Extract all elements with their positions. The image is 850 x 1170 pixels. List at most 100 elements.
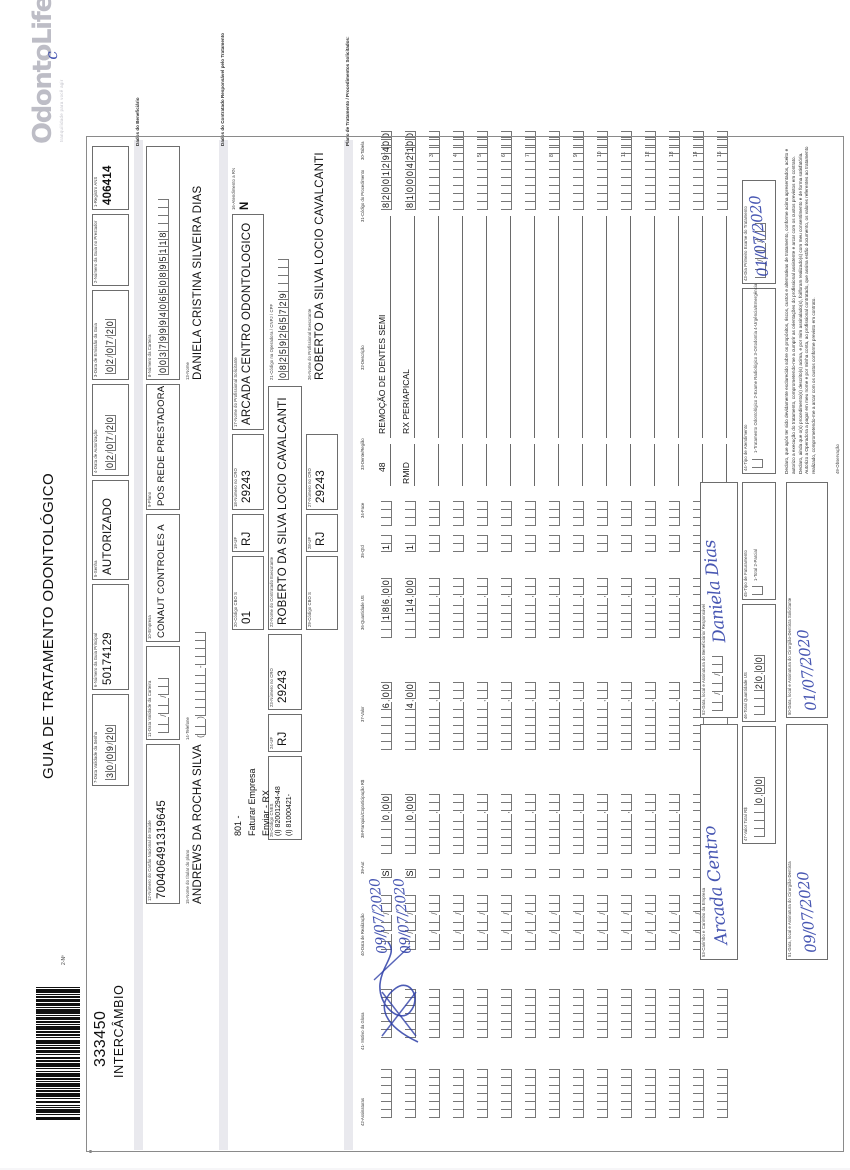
field-telefone-value: ( ) - bbox=[195, 384, 207, 738]
page-mark: 2-Nº bbox=[61, 955, 67, 965]
cell-data-realizacao: // bbox=[573, 895, 585, 950]
scan-dot-artifact bbox=[89, 1150, 92, 1153]
cell-data-realizacao: // bbox=[549, 895, 561, 950]
field-plano: 9-Plano POS REDE PRESTADORA bbox=[146, 384, 180, 510]
cell-dente-line bbox=[390, 444, 391, 486]
field-cbo-solicitante-value: 01 bbox=[241, 610, 254, 624]
field-numero-guia-prestador: 2-Número da Guia no Prestador bbox=[92, 214, 129, 286]
cell-assinatura bbox=[501, 1069, 513, 1118]
field-primeiro-exame-handwritten: 01/07/2020 bbox=[745, 194, 773, 278]
cell-assinatura bbox=[621, 1069, 633, 1118]
field-cro-executante-22: 23-Número no CRO 29243 bbox=[268, 634, 302, 710]
field-data-autorizacao-label: 4-Data de Autorização bbox=[93, 429, 98, 473]
cell-qtd bbox=[573, 535, 585, 552]
cell-valor: , bbox=[573, 682, 585, 750]
cell-dente: 48 bbox=[377, 462, 387, 472]
field-registro-ans: 1-Registro ANS 406414 bbox=[92, 146, 129, 210]
cell-franquia: , bbox=[573, 794, 585, 854]
cell-dente-line bbox=[534, 444, 535, 486]
cell-assinatura bbox=[381, 1069, 393, 1118]
cell-franquia: , bbox=[477, 794, 489, 854]
table-row: 9,,, / / bbox=[564, 131, 587, 1150]
field-guia-principal: 6-Número da Guia Principal 50174129 bbox=[92, 584, 129, 690]
cell-descricao-line bbox=[678, 216, 679, 438]
cell-descricao-line bbox=[510, 216, 511, 438]
col-header-valor: 37-Valor bbox=[360, 706, 365, 722]
intercambio-label: INTERCÂMBIO bbox=[112, 984, 126, 1078]
cell-codigo bbox=[477, 137, 489, 210]
field-nome-beneficiario-label: 13-Nome bbox=[185, 362, 190, 380]
field-cro-executante-22-value: 29243 bbox=[277, 670, 290, 703]
field-validade-carteira: 11-Data Validade da Carteira / / bbox=[146, 646, 180, 740]
guide-number-big: 333450 bbox=[92, 1010, 109, 1067]
cell-aut bbox=[645, 869, 657, 878]
col-header-assinaturas: 42-Assinaturas bbox=[360, 1098, 365, 1126]
field-validade-senha-label: 7-Data Validade da Senha bbox=[93, 731, 98, 783]
cell-dente-line bbox=[510, 444, 511, 486]
cell-qtd bbox=[429, 535, 441, 552]
cell-qtd bbox=[669, 535, 681, 552]
field-numero-carteira-label: 8-Número da Carteira bbox=[147, 334, 152, 378]
cell-aut bbox=[525, 869, 537, 878]
cell-dente-line bbox=[678, 444, 679, 486]
field-profissional-executante-label: 26-Nome do Profissional Executante bbox=[307, 308, 312, 380]
field-empresa: 10-Empresa CONAUT CONTROLES A bbox=[146, 514, 180, 642]
field-cro-solicitante: 18-Número no CRO 29243 bbox=[232, 434, 264, 510]
side-observation-line-4: (I) 82001294-48 bbox=[274, 786, 282, 836]
cell-descricao: REMOÇÃO DE DENTES SEMI bbox=[377, 314, 387, 434]
side-observation-line-5: (I) 81000421- bbox=[285, 793, 293, 836]
cell-qtd bbox=[477, 535, 489, 552]
cell-motivo-glosa bbox=[453, 989, 465, 1038]
field-contratado-executante: 22-Nome do Contratado Executante ROBERTO… bbox=[268, 386, 302, 630]
field-total-quantidade-us-label: 46-Total Quantidade US bbox=[743, 672, 748, 719]
field-valor-total-label: 47-Valor Total R$ bbox=[743, 807, 748, 841]
cell-franquia: , bbox=[669, 794, 681, 854]
cell-aut bbox=[621, 869, 633, 878]
cell-franquia: , bbox=[549, 794, 561, 854]
cell-aut bbox=[669, 869, 681, 878]
cell-face bbox=[381, 501, 393, 526]
cell-face bbox=[669, 501, 681, 526]
side-observation-line-3: Enviar - RX bbox=[260, 789, 271, 836]
table-row: 11,,, / / bbox=[612, 131, 635, 1150]
cell-dente-line bbox=[702, 444, 703, 486]
cell-qtd-us: , bbox=[621, 578, 633, 638]
cell-face bbox=[645, 501, 657, 526]
cell-descricao-line bbox=[390, 216, 391, 438]
cell-face bbox=[597, 501, 609, 526]
cell-qtd-us: , bbox=[573, 578, 585, 638]
cell-franquia: , bbox=[429, 794, 441, 854]
cell-qtd-us: , bbox=[645, 578, 657, 638]
table-row: 7,,, / / bbox=[516, 131, 539, 1150]
cell-codigo bbox=[501, 137, 513, 210]
cell-descricao-line bbox=[582, 216, 583, 438]
cell-franquia: , bbox=[597, 794, 609, 854]
field-primeiro-exame: 43-Dia Primeiro Exame do Tratamento / / … bbox=[742, 180, 776, 284]
cell-face bbox=[477, 501, 489, 526]
cell-face bbox=[621, 501, 633, 526]
cell-valor: , bbox=[645, 682, 657, 750]
cell-face bbox=[549, 501, 561, 526]
cell-assinatura bbox=[669, 1069, 681, 1118]
table-row: 8,,, / / bbox=[540, 131, 563, 1150]
field-assinatura-dentista: 51-Data, local e Assinatura do Cirurgião… bbox=[786, 724, 828, 960]
field-telefone-label: 14-Telefone bbox=[185, 717, 190, 740]
brand-logo: OdontoLife tranquilidade para você agir bbox=[28, 0, 64, 144]
cell-aut bbox=[597, 869, 609, 878]
cell-codigo bbox=[597, 137, 609, 210]
field-senha: 5-Senha AUTORIZADO bbox=[92, 480, 129, 580]
cell-valor: , bbox=[549, 682, 561, 750]
brand-logo-text: OdontoLife bbox=[28, 0, 58, 144]
field-atendimento-rn-value: N bbox=[239, 201, 252, 210]
field-tipo-atendimento: 44-Tipo de Atendimento 1-Tratamento Odon… bbox=[742, 284, 776, 474]
field-titular-plano: 15-Nome do titular do plano ANDREWS DA R… bbox=[185, 734, 204, 904]
